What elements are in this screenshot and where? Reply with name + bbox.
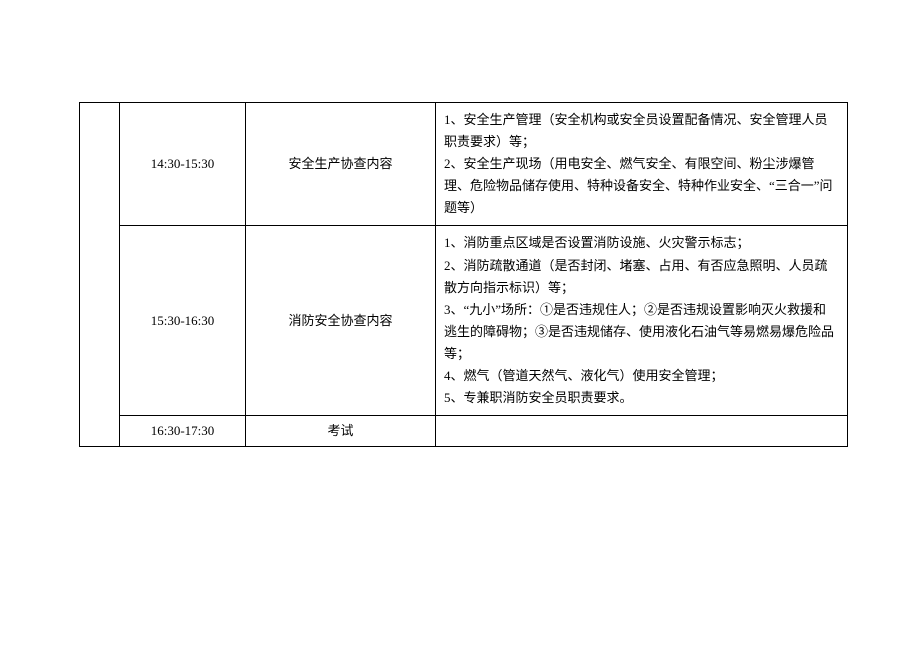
table-row: 15:30-16:30 消防安全协查内容 1、消防重点区域是否设置消防设施、火灾… (80, 226, 848, 416)
content-cell: 1、安全生产管理（安全机构或安全员设置配备情况、安全管理人员职责要求）等；2、安… (436, 103, 848, 226)
table-row: 14:30-15:30 安全生产协查内容 1、安全生产管理（安全机构或安全员设置… (80, 103, 848, 226)
topic-cell: 安全生产协查内容 (246, 103, 436, 226)
table-row: 16:30-17:30 考试 (80, 416, 848, 447)
time-cell: 14:30-15:30 (120, 103, 246, 226)
group-cell (80, 103, 120, 447)
schedule-table: 14:30-15:30 安全生产协查内容 1、安全生产管理（安全机构或安全员设置… (79, 102, 848, 447)
topic-cell: 考试 (246, 416, 436, 447)
page: 14:30-15:30 安全生产协查内容 1、安全生产管理（安全机构或安全员设置… (0, 0, 920, 651)
topic-cell: 消防安全协查内容 (246, 226, 436, 416)
content-cell (436, 416, 848, 447)
content-cell: 1、消防重点区域是否设置消防设施、火灾警示标志；2、消防疏散通道（是否封闭、堵塞… (436, 226, 848, 416)
time-cell: 16:30-17:30 (120, 416, 246, 447)
time-cell: 15:30-16:30 (120, 226, 246, 416)
